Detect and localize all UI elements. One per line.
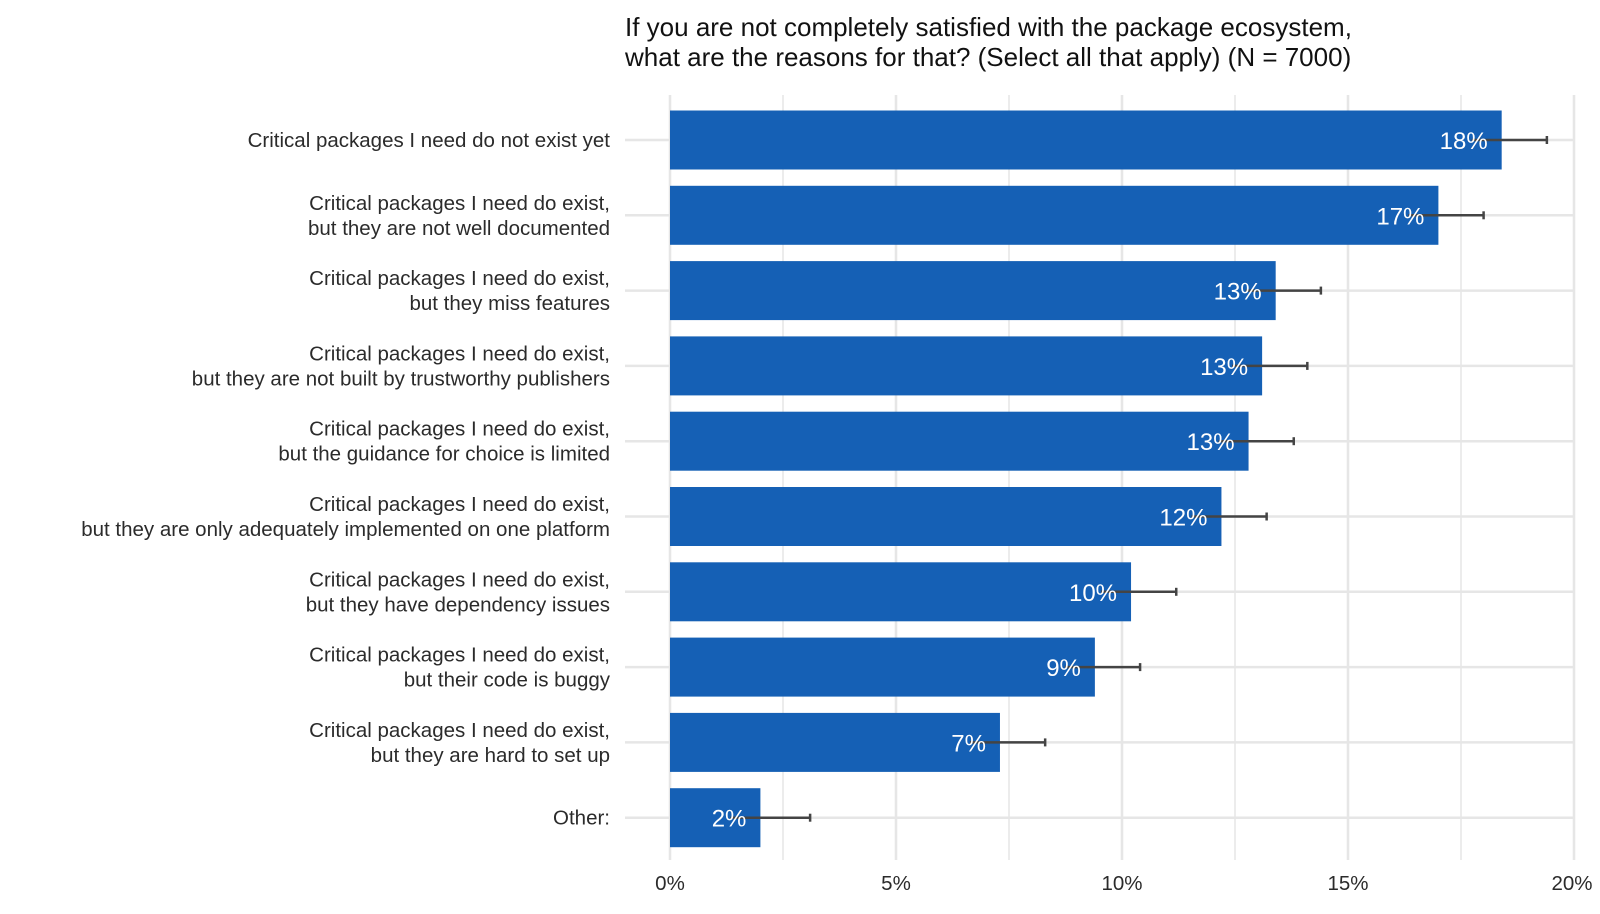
x-tick-label: 5%: [881, 872, 911, 895]
category-label: Critical packages I need do exist,: [309, 342, 610, 365]
category-label: but the guidance for choice is limited: [278, 443, 610, 466]
bar: [670, 487, 1222, 546]
category-label: but they are only adequately implemented…: [81, 518, 610, 541]
bar: [670, 110, 1502, 170]
value-label: 7%: [951, 730, 986, 757]
category-label: but their code is buggy: [404, 669, 611, 692]
value-label: 13%: [1200, 354, 1248, 381]
value-label: 13%: [1214, 279, 1262, 306]
x-tick-label: 0%: [655, 872, 685, 895]
x-tick-label: 20%: [1551, 872, 1592, 895]
value-label: 10%: [1069, 580, 1117, 607]
value-label: 12%: [1159, 505, 1207, 532]
category-label: Critical packages I need do exist,: [309, 192, 610, 215]
category-label: Critical packages I need do exist,: [309, 267, 610, 290]
chart-title-line-2: what are the reasons for that? (Select a…: [625, 42, 1352, 72]
value-label: 18%: [1440, 128, 1488, 155]
category-label: Critical packages I need do exist,: [309, 644, 610, 667]
chart-title: If you are not completely satisfied with…: [625, 12, 1585, 72]
bar: [670, 336, 1263, 396]
category-label: Critical packages I need do exist,: [309, 719, 610, 742]
bar: [670, 712, 1000, 772]
category-label: Critical packages I need do not exist ye…: [248, 129, 611, 152]
category-label: but they miss features: [409, 292, 610, 315]
value-label: 17%: [1376, 203, 1424, 230]
bar: [670, 637, 1095, 697]
category-label: but they are not well documented: [308, 217, 610, 240]
bar: [670, 562, 1132, 622]
category-label: but they are hard to set up: [371, 744, 610, 767]
bar: [670, 261, 1276, 321]
value-label: 13%: [1187, 429, 1235, 456]
x-tick-label: 15%: [1327, 872, 1368, 895]
category-label: but they have dependency issues: [306, 593, 610, 616]
x-tick-label: 10%: [1101, 872, 1142, 895]
category-label: but they are not built by trustworthy pu…: [192, 367, 610, 390]
category-label: Critical packages I need do exist,: [309, 418, 610, 441]
category-label: Critical packages I need do exist,: [309, 568, 610, 591]
bar: [670, 185, 1439, 245]
value-label: 9%: [1046, 655, 1081, 682]
category-label: Critical packages I need do exist,: [309, 493, 610, 516]
bar: [670, 411, 1249, 471]
category-label: Other:: [553, 807, 610, 830]
value-label: 2%: [712, 806, 747, 833]
chart-title-line-1: If you are not completely satisfied with…: [625, 12, 1352, 42]
